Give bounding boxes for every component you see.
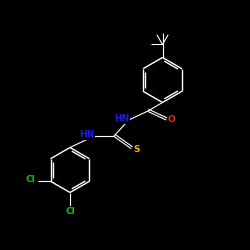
Text: HN: HN <box>79 130 94 139</box>
Text: Cl: Cl <box>26 175 36 184</box>
Text: HN: HN <box>114 114 130 123</box>
Text: S: S <box>134 146 140 154</box>
Text: Cl: Cl <box>66 206 76 216</box>
Text: O: O <box>168 115 175 124</box>
